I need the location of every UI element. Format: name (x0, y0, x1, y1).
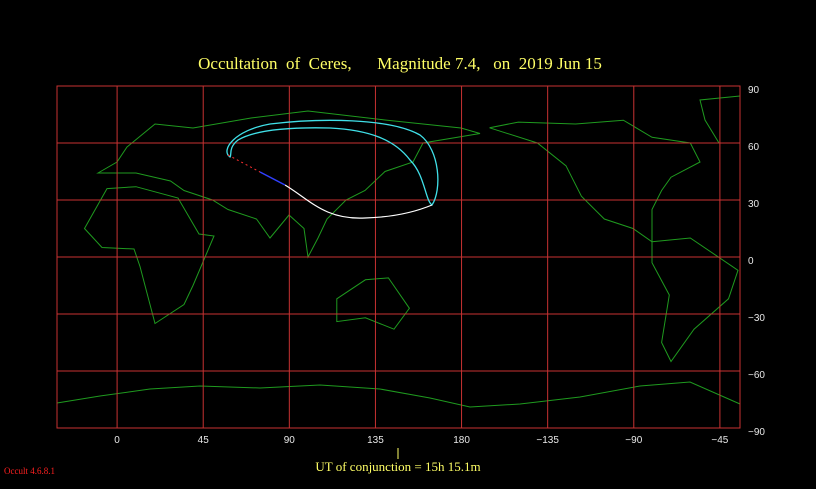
coastlines (56, 95, 741, 408)
south-america (651, 237, 739, 363)
antarctica (56, 381, 741, 408)
x-tick-label: −135 (536, 435, 559, 446)
central-line (284, 184, 433, 219)
x-tick-label: 45 (198, 435, 210, 446)
occultation-path (226, 119, 439, 219)
grid: 0 45 90 135 180 −135 −90 −45 90 60 30 0 −30 −60 −90 (56, 85, 765, 446)
y-tick-label: −30 (748, 313, 765, 324)
title: Occultation of Ceres, Magnitude 7.4, on … (198, 54, 602, 73)
path-limit (226, 119, 439, 206)
north-america (489, 119, 701, 243)
path-dotted (227, 154, 261, 173)
x-tick-label: 0 (114, 435, 120, 446)
x-tick-label: 135 (367, 435, 384, 446)
x-tick-label: −90 (625, 435, 642, 446)
australia (336, 277, 411, 330)
version: Occult 4.6.8.1 (4, 466, 55, 476)
y-tick-label: 0 (748, 256, 754, 267)
y-tick-label: 90 (748, 85, 760, 96)
y-tick-label: 60 (748, 142, 760, 153)
y-tick-label: 30 (748, 199, 760, 210)
y-tick-label: −60 (748, 370, 765, 381)
x-tick-label: 90 (284, 435, 296, 446)
x-tick-label: −45 (711, 435, 728, 446)
y-tick-label: −90 (748, 427, 765, 438)
footer: UT of conjunction = 15h 15.1m (315, 459, 480, 474)
path-segment (259, 171, 286, 186)
x-tick-label: 180 (453, 435, 470, 446)
africa (83, 186, 215, 325)
eurasia (96, 110, 481, 259)
